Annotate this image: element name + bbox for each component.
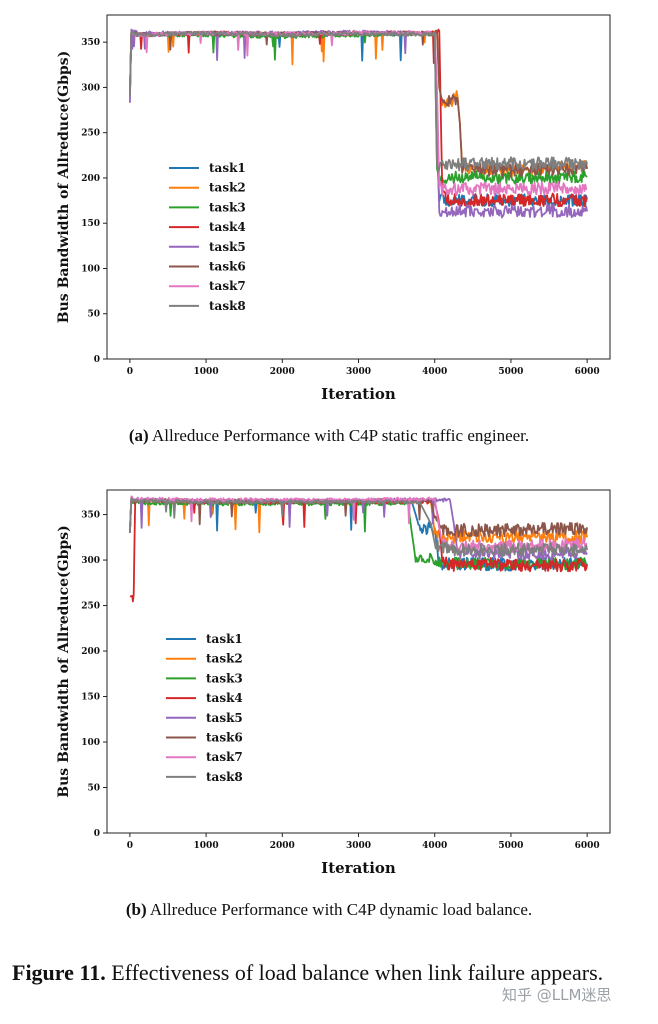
y-tick-label: 0: [94, 355, 100, 365]
legend-item: task1: [169, 161, 246, 175]
chart-static-traffic-engineer: 0 1000 2000 3000 4000 5000 6000 0 50 100 150 200 250…: [56, 14, 611, 403]
legend-label: task4: [209, 220, 246, 234]
legend-label: task6: [209, 260, 246, 274]
legend-item: task8: [169, 299, 246, 313]
legend-label: task7: [209, 279, 246, 293]
y-axis-label: Bus Bandwidth of Allreduce(Gbps): [56, 525, 72, 797]
y-tick-label: 350: [81, 511, 100, 521]
y-tick-label: 150: [81, 219, 100, 229]
legend-item: task5: [169, 240, 246, 254]
x-tick-label: 3000: [346, 841, 371, 851]
y-tick-label: 50: [87, 310, 100, 320]
figure-caption: Figure 11. Effectiveness of load balance…: [12, 957, 657, 988]
caption-a-label: (a): [128, 426, 149, 445]
y-tick-label: 350: [81, 38, 100, 48]
legend-item: task6: [166, 731, 243, 745]
x-tick-label: 2000: [270, 841, 295, 851]
legend-item: task3: [166, 671, 243, 685]
y-tick-label: 200: [81, 174, 100, 184]
x-tick-label: 2000: [270, 367, 295, 377]
figure-label: Figure 11.: [12, 960, 106, 985]
y-tick-label: 250: [81, 129, 100, 139]
x-tick-label: 6000: [575, 841, 600, 851]
legend-label: task1: [209, 161, 246, 175]
legend-label: task5: [206, 711, 243, 725]
series-line-task7: [129, 30, 588, 197]
chart-dynamic-load-balance: 0 1000 2000 3000 4000 5000 6000 0 50 100 150 200 250…: [56, 489, 611, 877]
x-tick-label: 3000: [346, 367, 371, 377]
legend-label: task7: [206, 750, 243, 764]
legend-item: task6: [169, 260, 246, 274]
legend-item: task2: [169, 181, 246, 195]
y-tick-label: 200: [81, 647, 100, 657]
legend-label: task2: [206, 652, 243, 666]
x-tick-label: 0: [127, 841, 133, 851]
x-tick-label: 4000: [422, 367, 447, 377]
legend-item: task3: [169, 200, 246, 214]
y-tick-label: 100: [81, 264, 100, 274]
legend-label: task2: [209, 181, 246, 195]
x-tick-label: 1000: [194, 841, 219, 851]
series-line-task6: [129, 29, 588, 178]
y-tick-label: 300: [81, 556, 100, 566]
x-tick-label: 5000: [498, 841, 523, 851]
legend-label: task1: [206, 632, 243, 646]
legend-label: task5: [209, 240, 246, 254]
x-tick-label: 6000: [575, 367, 600, 377]
legend-item: task2: [166, 652, 243, 666]
y-tick-label: 150: [81, 693, 100, 703]
legend-item: task7: [169, 279, 246, 293]
legend-label: task8: [206, 770, 243, 784]
plot-area: [129, 28, 588, 219]
x-axis-label: Iteration: [321, 859, 396, 877]
series-line-task8: [129, 30, 588, 173]
y-tick-label: 50: [87, 784, 100, 794]
legend-item: task5: [166, 711, 243, 725]
legend-item: task4: [169, 220, 246, 234]
legend-label: task6: [206, 731, 243, 745]
legend-item: task8: [166, 770, 243, 784]
caption-b-label: (b): [125, 900, 147, 919]
x-tick-label: 0: [127, 367, 133, 377]
y-tick-label: 250: [81, 602, 100, 612]
y-axis-label: Bus Bandwidth of Allreduce(Gbps): [56, 51, 72, 323]
plot-area: [129, 495, 588, 603]
legend: task1 task2 task3 task4 task5 task6 task7 task8: [169, 161, 246, 313]
x-tick-label: 5000: [498, 367, 523, 377]
legend-label: task3: [206, 671, 243, 685]
series-line-task3: [129, 30, 588, 185]
x-axis-label: Iteration: [321, 385, 396, 403]
legend-label: task3: [209, 200, 246, 214]
axes-frame: [106, 489, 611, 834]
legend: task1 task2 task3 task4 task5 task6 task7 task8: [166, 632, 243, 784]
legend-label: task4: [206, 691, 243, 705]
legend-item: task1: [166, 632, 243, 646]
series-line-task8: [129, 497, 588, 557]
y-tick-label: 0: [94, 829, 100, 839]
x-tick-label: 4000: [422, 841, 447, 851]
watermark: 知乎 @LLM迷思: [502, 986, 612, 1004]
caption-a: (a) Allreduce Performance with C4P stati…: [0, 426, 658, 446]
figure-caption-text: Effectiveness of load balance when link …: [105, 960, 604, 985]
y-tick-label: 100: [81, 738, 100, 748]
legend-item: task4: [166, 691, 243, 705]
series-line-task2: [129, 30, 588, 178]
caption-a-text: Allreduce Performance with C4P static tr…: [148, 426, 530, 445]
y-tick-label: 300: [81, 83, 100, 93]
x-tick-label: 1000: [194, 367, 219, 377]
legend-label: task8: [209, 299, 246, 313]
legend-item: task7: [166, 750, 243, 764]
caption-b-text: Allreduce Performance with C4P dynamic l…: [146, 900, 533, 919]
caption-b: (b) Allreduce Performance with C4P dynam…: [0, 900, 658, 920]
